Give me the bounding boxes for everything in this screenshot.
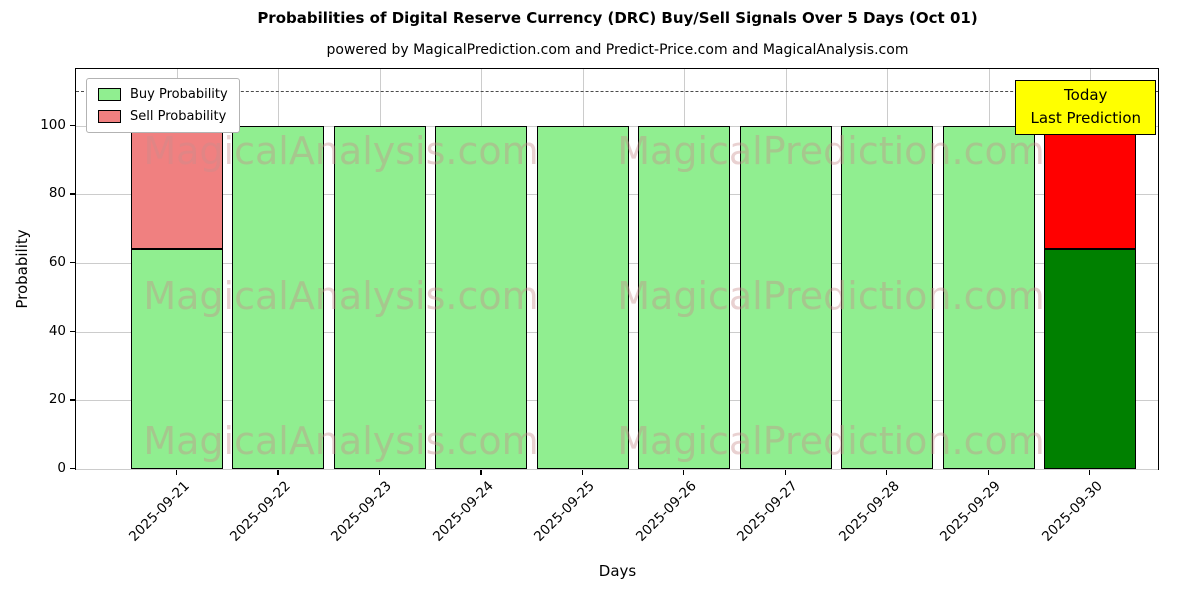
- y-tick: [70, 399, 75, 401]
- legend-label-sell: Sell Probability: [130, 109, 227, 124]
- y-tick: [70, 468, 75, 470]
- x-tick: [1089, 470, 1091, 475]
- watermark-text: MagicalPrediction.com: [617, 129, 1045, 173]
- x-tick: [378, 470, 381, 475]
- x-tick: [683, 470, 685, 475]
- bar-segment: [1044, 125, 1137, 250]
- y-tick-label: 20: [48, 391, 66, 408]
- x-tick: [480, 470, 482, 475]
- watermark-text: MagicalPrediction.com: [617, 419, 1045, 463]
- x-tick-label: 2025-09-24: [429, 478, 497, 545]
- buy-swatch-icon: [98, 88, 121, 101]
- annotation-line-2: Last Prediction: [1030, 109, 1141, 128]
- watermark-text: MagicalAnalysis.com: [143, 274, 539, 318]
- watermark-text: MagicalAnalysis.com: [143, 419, 539, 463]
- bar-segment: [638, 125, 731, 469]
- legend-item-buy: Buy Probability: [98, 87, 228, 102]
- watermark-text: MagicalAnalysis.com: [143, 129, 539, 173]
- bar-segment: [232, 125, 325, 469]
- y-tick: [70, 193, 75, 195]
- x-axis-label: Days: [598, 562, 637, 580]
- bar-segment: [131, 249, 223, 469]
- y-tick-label: 40: [48, 322, 66, 339]
- x-tick: [784, 470, 786, 475]
- y-tick-label: 0: [57, 460, 66, 476]
- y-tick: [70, 330, 75, 332]
- y-tick: [70, 261, 75, 264]
- legend-item-sell: Sell Probability: [98, 109, 228, 124]
- x-tick-label: 2025-09-29: [937, 478, 1004, 545]
- y-tick-label: 80: [48, 185, 66, 202]
- bar-segment: [942, 125, 1035, 469]
- chart-subtitle: powered by MagicalPrediction.com and Pre…: [326, 42, 909, 58]
- x-tick-label: 2025-09-27: [734, 478, 802, 545]
- bar-segment: [1044, 249, 1137, 469]
- y-tick: [70, 124, 75, 126]
- y-gridline: [76, 469, 1158, 470]
- legend: Buy Probability Sell Probability: [86, 78, 240, 133]
- x-tick-label: 2025-09-22: [226, 478, 294, 545]
- bar-segment: [333, 125, 426, 469]
- bar-segment: [841, 125, 934, 469]
- bar-segment: [435, 125, 528, 469]
- y-tick-label: 100: [40, 116, 66, 133]
- chart-title: Probabilities of Digital Reserve Currenc…: [257, 9, 978, 27]
- y-tick-label: 60: [48, 253, 66, 270]
- x-tick-label: 2025-09-23: [328, 478, 396, 545]
- today-annotation: Today Last Prediction: [1015, 80, 1156, 135]
- x-tick-label: 2025-09-28: [835, 478, 903, 545]
- sell-swatch-icon: [98, 110, 121, 123]
- legend-label-buy: Buy Probability: [130, 87, 228, 102]
- watermark-text: MagicalPrediction.com: [617, 274, 1045, 318]
- x-tick-label: 2025-09-25: [531, 478, 599, 545]
- annotation-line-1: Today: [1064, 86, 1108, 104]
- x-tick: [581, 470, 583, 475]
- x-tick: [987, 470, 989, 475]
- x-tick: [176, 470, 178, 475]
- plot-area: Buy Probability Sell Probability Today L…: [75, 68, 1159, 470]
- x-tick-label: 2025-09-30: [1038, 478, 1106, 545]
- bar-segment: [536, 125, 629, 469]
- x-tick-label: 2025-09-21: [125, 478, 193, 545]
- x-tick: [886, 470, 888, 475]
- x-tick: [277, 470, 279, 475]
- bar-segment: [739, 125, 832, 469]
- x-tick-label: 2025-09-26: [632, 478, 700, 545]
- dashed-threshold-line: [76, 91, 1158, 93]
